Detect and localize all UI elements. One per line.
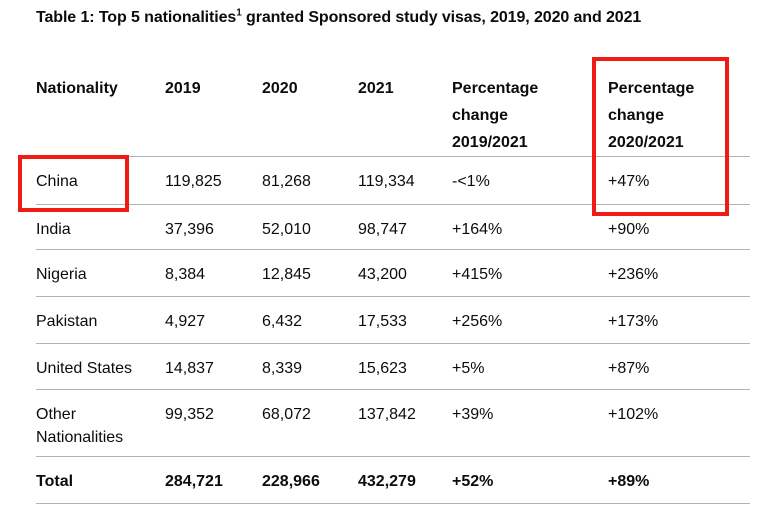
cell-2019: 284,721 xyxy=(165,456,262,504)
column-header-2020: 2020 xyxy=(262,60,358,157)
cell-change-2019-2021: -<1% xyxy=(452,156,608,205)
cell-2019: 4,927 xyxy=(165,296,262,344)
column-header-2019: 2019 xyxy=(165,60,262,157)
header-row: Nationality 2019 2020 2021 Percentage ch… xyxy=(36,60,750,157)
cell-2020: 228,966 xyxy=(262,456,358,504)
table-title-text: Table 1: Top 5 nationalities xyxy=(36,9,237,26)
table-row-nigeria: Nigeria 8,384 12,845 43,200 +415% +236% xyxy=(36,249,750,297)
cell-2020: 12,845 xyxy=(262,249,358,297)
table-row-total: Total 284,721 228,966 432,279 +52% +89% xyxy=(36,456,750,504)
column-header-change-2019-2021: Percentage change 2019/2021 xyxy=(452,60,608,157)
cell-change-2019-2021: +256% xyxy=(452,296,608,344)
cell-change-2020-2021: +87% xyxy=(608,343,750,390)
visa-table: Nationality 2019 2020 2021 Percentage ch… xyxy=(36,60,750,504)
cell-nationality: Other Nationalities xyxy=(36,389,165,457)
table-title: Table 1: Top 5 nationalities1 granted Sp… xyxy=(36,8,641,28)
cell-2021: 15,623 xyxy=(358,343,452,390)
cell-2021: 119,334 xyxy=(358,156,452,205)
table-row-pakistan: Pakistan 4,927 6,432 17,533 +256% +173% xyxy=(36,296,750,344)
cell-change-2020-2021: +47% xyxy=(608,156,750,205)
cell-2019: 37,396 xyxy=(165,204,262,250)
cell-nationality: United States xyxy=(36,343,165,390)
table-row-india: India 37,396 52,010 98,747 +164% +90% xyxy=(36,204,750,250)
cell-2021: 137,842 xyxy=(358,389,452,457)
cell-2019: 8,384 xyxy=(165,249,262,297)
cell-change-2020-2021: +102% xyxy=(608,389,750,457)
cell-2020: 8,339 xyxy=(262,343,358,390)
cell-nationality: China xyxy=(36,156,165,205)
cell-2021: 432,279 xyxy=(358,456,452,504)
column-header-nationality: Nationality xyxy=(36,60,165,157)
table-title-text-cont: granted Sponsored study visas, 2019, 202… xyxy=(241,9,642,26)
cell-change-2020-2021: +173% xyxy=(608,296,750,344)
cell-2020: 81,268 xyxy=(262,156,358,205)
cell-change-2019-2021: +164% xyxy=(452,204,608,250)
cell-2019: 119,825 xyxy=(165,156,262,205)
cell-nationality: Nigeria xyxy=(36,249,165,297)
cell-2021: 17,533 xyxy=(358,296,452,344)
cell-nationality: Total xyxy=(36,456,165,504)
cell-nationality: India xyxy=(36,204,165,250)
cell-2020: 52,010 xyxy=(262,204,358,250)
cell-nationality: Pakistan xyxy=(36,296,165,344)
cell-2021: 43,200 xyxy=(358,249,452,297)
table-row-other-nationalities: Other Nationalities 99,352 68,072 137,84… xyxy=(36,389,750,457)
cell-change-2020-2021: +89% xyxy=(608,456,750,504)
cell-change-2020-2021: +236% xyxy=(608,249,750,297)
cell-change-2019-2021: +39% xyxy=(452,389,608,457)
table-row-united-states: United States 14,837 8,339 15,623 +5% +8… xyxy=(36,343,750,390)
cell-change-2019-2021: +5% xyxy=(452,343,608,390)
column-header-change-2020-2021: Percentage change 2020/2021 xyxy=(608,60,750,157)
cell-2019: 99,352 xyxy=(165,389,262,457)
cell-change-2019-2021: +415% xyxy=(452,249,608,297)
column-header-2021: 2021 xyxy=(358,60,452,157)
cell-change-2020-2021: +90% xyxy=(608,204,750,250)
footnote-marker: 1 xyxy=(236,7,242,19)
cell-2020: 68,072 xyxy=(262,389,358,457)
cell-2021: 98,747 xyxy=(358,204,452,250)
cell-2020: 6,432 xyxy=(262,296,358,344)
cell-change-2019-2021: +52% xyxy=(452,456,608,504)
table-row-china: China 119,825 81,268 119,334 -<1% +47% xyxy=(36,156,750,205)
cell-2019: 14,837 xyxy=(165,343,262,390)
